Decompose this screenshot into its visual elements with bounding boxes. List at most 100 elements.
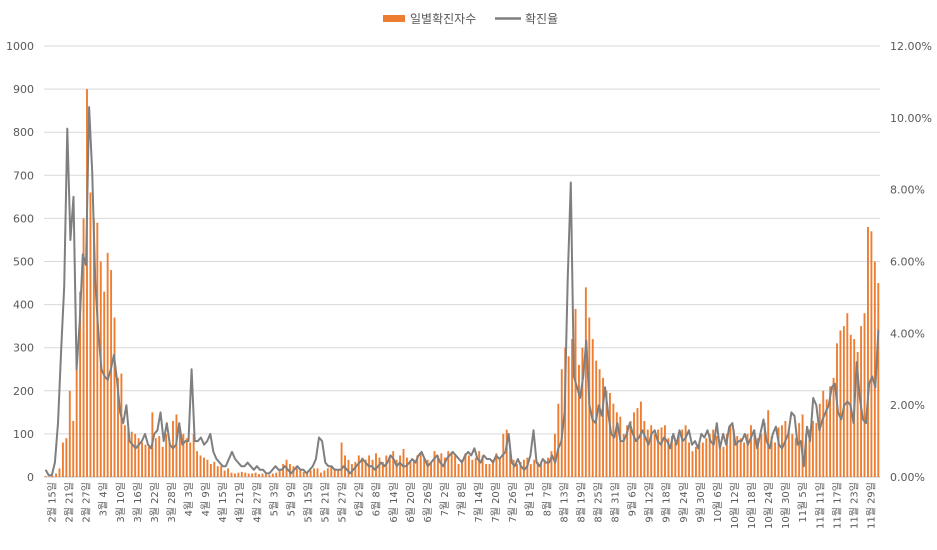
- bar: [120, 374, 122, 477]
- x-tick-label: 11월 5일: [797, 482, 809, 523]
- bar: [547, 458, 549, 477]
- bar: [341, 443, 343, 477]
- bar: [478, 451, 480, 477]
- bar: [203, 458, 205, 477]
- bar: [685, 425, 687, 477]
- bar: [575, 309, 577, 477]
- bar: [578, 365, 580, 477]
- x-tick-label: 6월 26일: [422, 482, 434, 523]
- bar: [609, 393, 611, 477]
- bar: [612, 404, 614, 477]
- x-tick-label: 4월 9일: [200, 482, 212, 516]
- bar: [513, 460, 515, 477]
- bar: [313, 468, 315, 477]
- bar: [420, 453, 422, 477]
- bar: [557, 404, 559, 477]
- bar: [162, 447, 164, 477]
- x-tick-label: 5월 3일: [268, 482, 280, 516]
- x-tick-label: 2월 15일: [47, 482, 59, 523]
- bar: [692, 451, 694, 477]
- bar: [409, 462, 411, 477]
- x-tick-label: 6월 20일: [405, 482, 417, 523]
- bar: [262, 474, 264, 477]
- bar: [65, 438, 67, 477]
- bar: [489, 464, 491, 477]
- bar: [774, 443, 776, 477]
- bar: [327, 468, 329, 477]
- x-tick-label: 7월 14일: [473, 482, 485, 523]
- x-tick-label: 4월 3일: [183, 482, 195, 516]
- x-tick-label: 3월 4일: [98, 482, 110, 516]
- left-tick-label: 1000: [6, 40, 34, 53]
- bar: [822, 391, 824, 477]
- bar: [251, 474, 253, 477]
- left-tick-label: 0: [27, 471, 34, 484]
- bar: [237, 473, 239, 477]
- x-tick-label: 10월 18일: [746, 482, 758, 529]
- bar: [131, 432, 133, 477]
- bar: [643, 421, 645, 477]
- bar: [654, 434, 656, 477]
- line-series-positivity-rate: [46, 107, 879, 475]
- bar: [165, 434, 167, 477]
- bar: [674, 443, 676, 477]
- bar: [200, 455, 202, 477]
- right-tick-label: 2.00%: [890, 399, 925, 412]
- bar: [434, 451, 436, 477]
- right-tick-label: 0.00%: [890, 471, 925, 484]
- bar: [530, 464, 532, 477]
- gridlines: [44, 46, 880, 477]
- bar: [378, 458, 380, 477]
- bar: [819, 404, 821, 477]
- x-tick-label: 11월 11일: [814, 482, 826, 529]
- bar: [740, 438, 742, 477]
- bar: [375, 453, 377, 477]
- bar: [337, 471, 339, 477]
- x-tick-label: 8월 25일: [593, 482, 605, 523]
- bar: [843, 326, 845, 477]
- x-tick-label: 3월 10일: [115, 482, 127, 523]
- bar: [317, 468, 319, 477]
- bar: [399, 455, 401, 477]
- bar: [231, 473, 233, 477]
- bar: [640, 402, 642, 477]
- bar: [499, 458, 501, 477]
- bar: [716, 436, 718, 477]
- bar: [705, 438, 707, 477]
- bar: [729, 425, 731, 477]
- bar: [516, 464, 518, 477]
- bar: [870, 231, 872, 477]
- bar: [712, 430, 714, 477]
- bar: [241, 472, 243, 477]
- bar: [795, 438, 797, 477]
- bar: [320, 473, 322, 477]
- x-tick-label: 9월 6일: [627, 482, 639, 516]
- bar: [279, 471, 281, 477]
- bar: [637, 408, 639, 477]
- bar: [760, 434, 762, 477]
- bar: [59, 468, 61, 477]
- x-tick-label: 11월 29일: [866, 482, 878, 529]
- bar: [723, 447, 725, 477]
- bar: [196, 451, 198, 477]
- bar: [798, 423, 800, 477]
- bar: [619, 417, 621, 477]
- bar-series-daily-cases: [45, 89, 879, 477]
- bar: [114, 318, 116, 477]
- x-tick-label: 5월 9일: [285, 482, 297, 516]
- x-tick-label: 10월 6일: [712, 482, 724, 523]
- x-tick-label: 8월 7일: [541, 482, 553, 516]
- bar: [103, 292, 105, 477]
- left-tick-label: 700: [13, 169, 34, 182]
- bar: [688, 443, 690, 477]
- x-tick-label: 2월 27일: [81, 482, 93, 523]
- bar: [468, 455, 470, 477]
- bar: [846, 313, 848, 477]
- bar: [743, 443, 745, 477]
- x-tick-label: 9월 24일: [678, 482, 690, 523]
- bar: [217, 466, 219, 477]
- left-tick-label: 600: [13, 212, 34, 225]
- bar: [145, 445, 147, 477]
- left-tick-label: 300: [13, 342, 34, 355]
